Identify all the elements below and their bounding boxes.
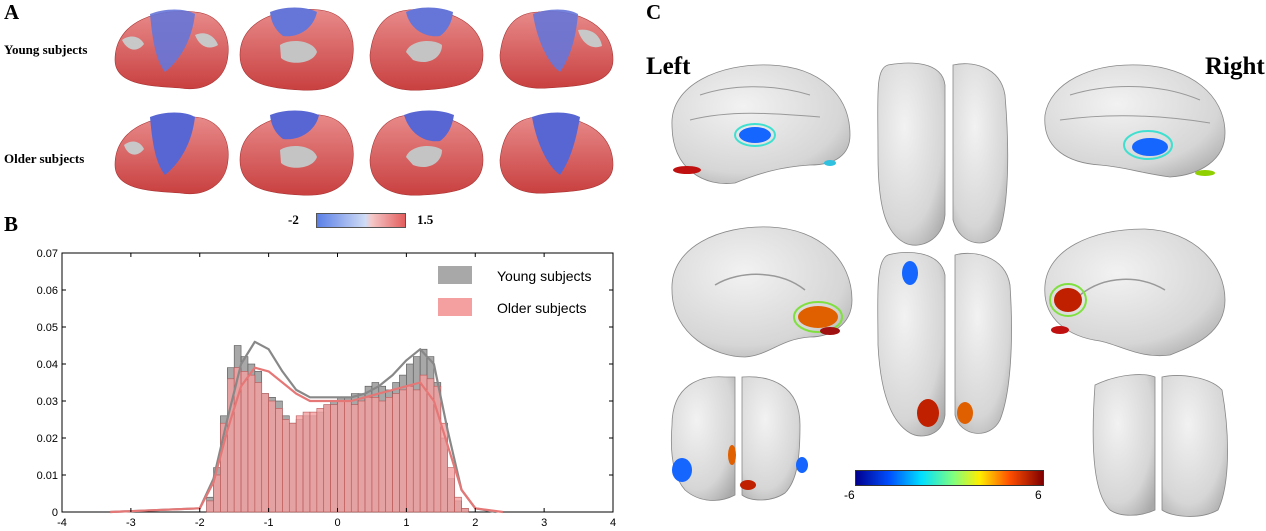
bar-older — [206, 500, 214, 513]
legend-swatch-older — [438, 298, 472, 316]
bar-older — [385, 397, 393, 513]
row-label-young: Young subjects — [4, 42, 88, 57]
brain-young-medial-left — [239, 7, 354, 91]
y-tick-label: 0.05 — [37, 322, 58, 334]
x-tick-label: 0 — [334, 517, 340, 529]
brain-dorsal — [877, 62, 1009, 246]
bar-older — [316, 408, 325, 513]
legend-swatch-young — [438, 266, 472, 284]
x-tick-label: 1 — [403, 517, 409, 529]
label-left: Left — [646, 53, 691, 80]
colorbar-c-max: 6 — [1035, 488, 1042, 502]
bar-older — [344, 400, 352, 513]
bar-older — [323, 404, 331, 513]
brain-anterior-right — [1092, 374, 1228, 517]
brain-young-medial-right — [369, 7, 484, 91]
colorbar-a-max: 1.5 — [417, 212, 434, 227]
density-curve-older — [110, 366, 503, 514]
colorbar-a-min: -2 — [288, 212, 299, 227]
bar-older — [371, 397, 380, 513]
y-tick-label: 0.03 — [37, 396, 58, 408]
legend-label-young: Young subjects — [497, 268, 591, 284]
bar-older — [412, 389, 421, 513]
brain-young-lateral-left — [114, 9, 229, 90]
bar-older — [330, 404, 338, 513]
x-tick-label: 2 — [472, 517, 478, 529]
y-tick-label: 0.02 — [37, 433, 58, 445]
colorbar-a — [316, 213, 406, 228]
bar-older — [275, 408, 283, 513]
bar-older — [302, 411, 311, 513]
x-tick-label: -1 — [264, 517, 274, 529]
bar-older — [337, 400, 345, 513]
panel-a-brain-maps — [114, 7, 614, 196]
panel-b-label: B — [4, 212, 19, 236]
histogram-chart: -4 -3 -2 -1 0 1 2 3 4 0 0.01 0.02 0.03 0.04 0.05 0.06 0.… — [37, 248, 616, 529]
bar-older — [419, 374, 428, 513]
y-tick-label: 0.01 — [37, 470, 58, 482]
brain-medial-left — [671, 226, 853, 358]
y-tick-label: 0 — [52, 507, 58, 519]
brain-lateral-left — [671, 64, 851, 184]
bar-older — [406, 385, 414, 513]
legend: Young subjects Older subjects — [438, 266, 591, 316]
panel-c-label: C — [646, 0, 662, 24]
bar-older — [247, 374, 256, 513]
bar-older — [261, 393, 269, 513]
brain-older-lateral-right — [499, 112, 614, 194]
y-tick-label: 0.04 — [37, 359, 58, 371]
bar-older — [454, 496, 462, 513]
density-curve-young — [110, 340, 497, 514]
bar-older — [461, 507, 469, 513]
brain-posterior-left — [670, 376, 808, 501]
x-tick-label: -2 — [195, 517, 205, 529]
bar-older — [240, 371, 249, 513]
row-label-older: Older subjects — [4, 151, 85, 166]
bar-older — [295, 415, 304, 513]
panel-c-brain-renderings — [670, 62, 1228, 517]
bar-older — [288, 422, 297, 513]
bar-older — [350, 404, 359, 513]
panel-a-label: A — [4, 0, 20, 24]
bar-older — [447, 467, 455, 513]
bar-older — [268, 400, 276, 513]
x-tick-label: -3 — [126, 517, 136, 529]
bar-older — [357, 400, 366, 513]
brain-older-medial-left — [239, 110, 354, 196]
brain-young-lateral-right — [499, 9, 614, 89]
brain-ventral — [877, 252, 1012, 437]
bar-older — [282, 419, 290, 513]
brain-older-lateral-left — [114, 112, 229, 195]
x-tick-label: 4 — [610, 517, 616, 529]
x-tick-label: -4 — [57, 517, 67, 529]
y-tick-label: 0.06 — [37, 285, 58, 297]
x-tick-label: 3 — [541, 517, 547, 529]
bar-older — [399, 389, 407, 513]
bar-older — [392, 393, 400, 513]
y-tick-label: 0.07 — [37, 248, 58, 260]
colorbar-c — [855, 470, 1044, 486]
legend-label-older: Older subjects — [497, 300, 586, 316]
bar-older — [254, 382, 263, 513]
label-right: Right — [1205, 53, 1265, 80]
brain-older-medial-right — [369, 110, 484, 196]
colorbar-c-min: -6 — [844, 488, 855, 502]
bar-older — [309, 411, 318, 513]
bar-older — [378, 400, 387, 513]
brain-lateral-right — [1044, 64, 1226, 178]
brain-medial-right — [1044, 228, 1226, 357]
bar-older — [364, 397, 373, 513]
